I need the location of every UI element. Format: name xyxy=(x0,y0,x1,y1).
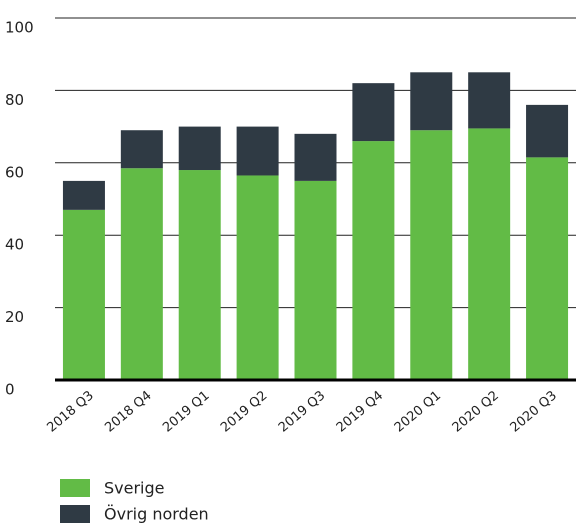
bar-segment xyxy=(352,83,395,142)
bar-segment xyxy=(526,157,569,380)
legend-label: Sverige xyxy=(104,479,165,498)
x-tick-label: 2018 Q3 xyxy=(44,388,96,435)
bar-segment xyxy=(294,180,337,380)
legend-swatch xyxy=(60,479,90,497)
y-tick-label: 0 xyxy=(5,381,15,399)
bar-segment xyxy=(62,180,105,210)
bar-segment xyxy=(236,126,279,176)
x-tick-label: 2019 Q3 xyxy=(276,388,328,435)
y-tick-label: 100 xyxy=(5,19,34,37)
x-tick-label: 2020 Q2 xyxy=(450,388,502,435)
bar-segment xyxy=(526,104,569,158)
bar-segment xyxy=(352,141,395,380)
y-tick-label: 60 xyxy=(5,163,24,181)
bar-segment xyxy=(410,72,453,131)
x-tick-label: 2018 Q4 xyxy=(102,388,154,435)
bar-segment xyxy=(178,170,221,380)
bar-segment xyxy=(62,209,105,380)
legend-label: Övrig norden xyxy=(104,505,209,523)
bar-segment xyxy=(410,130,453,380)
y-tick-label: 40 xyxy=(5,236,24,254)
y-tick-label: 20 xyxy=(5,308,24,326)
x-tick-label: 2020 Q3 xyxy=(508,388,560,435)
x-tick-label: 2020 Q1 xyxy=(392,388,444,435)
legend-swatch xyxy=(60,505,90,523)
bar-segment xyxy=(236,175,279,380)
bar-segment xyxy=(468,72,511,129)
bar-segment xyxy=(294,133,337,181)
bar-segment xyxy=(120,168,163,380)
x-tick-label: 2019 Q1 xyxy=(160,388,212,435)
bar-segment xyxy=(468,128,511,380)
x-tick-label: 2019 Q2 xyxy=(218,388,270,435)
bar-segment xyxy=(178,126,221,171)
x-tick-label: 2019 Q4 xyxy=(334,388,386,435)
y-tick-label: 80 xyxy=(5,91,24,109)
bar-segment xyxy=(120,130,163,169)
